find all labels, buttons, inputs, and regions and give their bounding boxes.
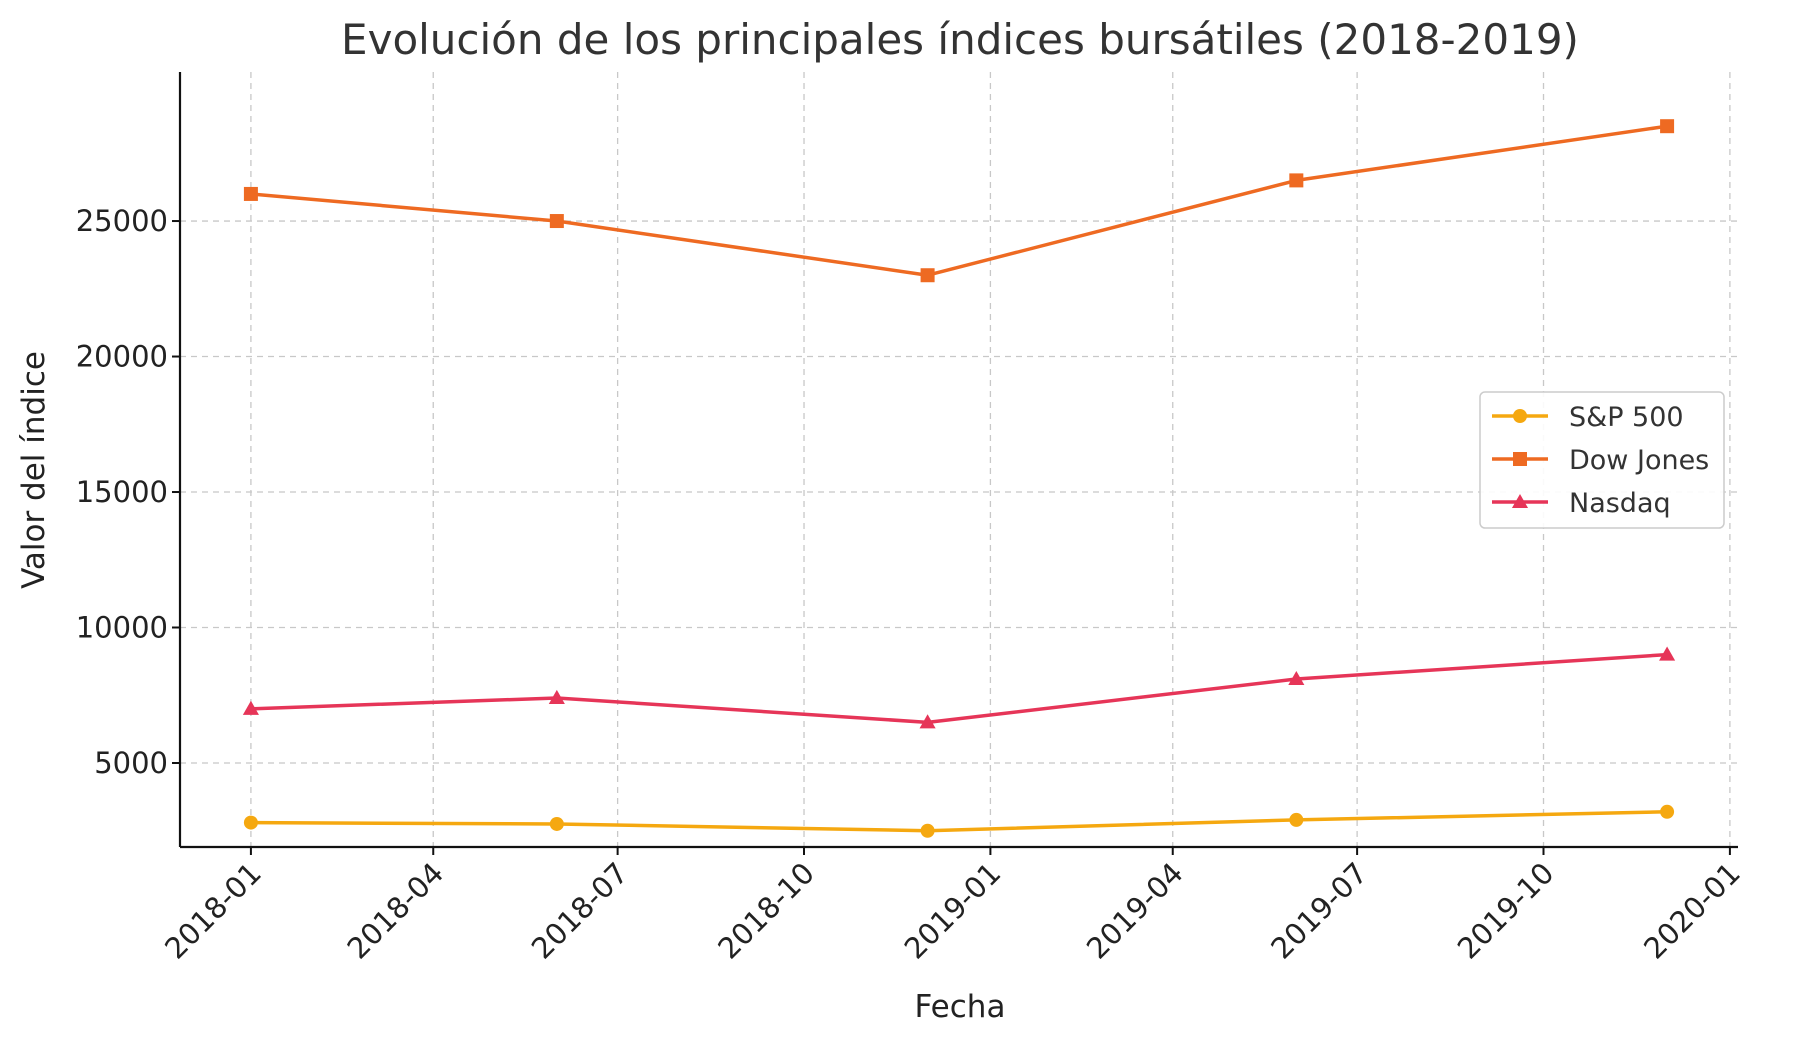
legend-entry: S&P 500 [1492,402,1684,433]
data-point [920,823,935,838]
data-point [1289,812,1304,827]
data-point [243,815,258,830]
ticks: 5000 10000 15000 20000 25000 2018-01 2018-04 20… [76,204,1747,966]
x-tick-label: 2018-10 [711,856,821,966]
data-point [549,214,564,229]
x-axis-label: Fecha [915,989,1006,1025]
data-point [1289,173,1304,188]
legend-label: S&P 500 [1569,402,1684,433]
legend-frame [1479,391,1725,529]
series-nasdaq [242,646,1676,729]
x-tick-label: 2020-01 [1637,856,1747,966]
series-line [250,652,1668,725]
series-line [250,810,1668,833]
data-point [549,816,564,831]
series-layer [242,119,1676,838]
legend-label: Dow Jones [1569,445,1709,476]
x-tick-label: 2018-01 [158,856,268,966]
x-tick-label: 2018-07 [525,856,635,966]
legend-entry: Nasdaq [1492,488,1671,519]
series-line [250,124,1668,277]
data-point [920,268,935,283]
series-dow-jones [243,119,1675,283]
data-point [1660,119,1675,134]
y-axis-label: Valor del índice [16,351,52,589]
x-tick-label: 2019-01 [898,856,1008,966]
data-point [548,689,565,704]
x-tick-label: 2019-07 [1264,856,1374,966]
y-tick-label: 10000 [76,611,168,645]
data-point [1513,409,1527,423]
series-s-p-500 [243,804,1675,838]
legend-label: Nasdaq [1569,488,1671,519]
y-tick-label: 15000 [76,475,168,509]
axes [178,72,1738,849]
data-point [1513,452,1527,466]
data-point [243,186,258,201]
x-tick-label: 2019-04 [1080,856,1190,966]
data-point [919,714,936,729]
y-tick-label: 20000 [76,340,168,374]
chart-title: Evolución de los principales índices bur… [341,15,1579,64]
data-point [1660,804,1675,819]
legend-entry: Dow Jones [1492,445,1709,476]
data-point [1288,670,1305,686]
y-tick-label: 25000 [76,204,168,238]
data-point [1659,646,1676,661]
x-tick-label: 2019-10 [1451,856,1561,966]
data-point [242,700,259,715]
legend: S&P 500 Dow Jones Nasdaq [1479,391,1725,529]
y-tick-label: 5000 [94,746,168,780]
x-tick-label: 2018-04 [340,856,450,966]
data-point [1511,493,1529,509]
